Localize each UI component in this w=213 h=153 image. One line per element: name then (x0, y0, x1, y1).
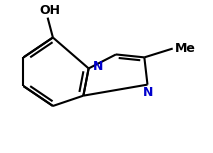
Text: OH: OH (39, 4, 60, 17)
Text: N: N (143, 86, 154, 99)
Text: N: N (93, 60, 103, 73)
Text: Me: Me (175, 42, 196, 55)
